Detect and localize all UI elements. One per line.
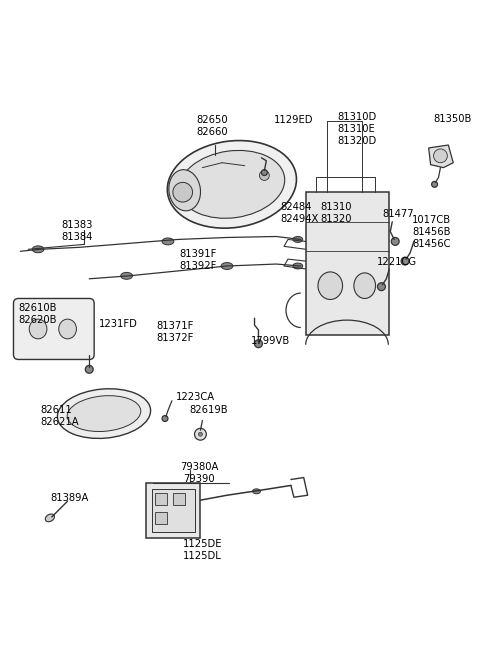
Ellipse shape (169, 170, 201, 211)
Ellipse shape (254, 340, 263, 348)
Ellipse shape (194, 428, 206, 440)
Ellipse shape (162, 238, 174, 245)
Ellipse shape (391, 238, 399, 246)
Text: 1799VB: 1799VB (251, 336, 290, 346)
Ellipse shape (221, 263, 233, 269)
Ellipse shape (198, 432, 203, 436)
Ellipse shape (179, 151, 285, 218)
Bar (146, 483, 201, 538)
Ellipse shape (45, 514, 55, 522)
Text: 79380A
79390: 79380A 79390 (180, 462, 218, 484)
Ellipse shape (168, 141, 297, 228)
Ellipse shape (401, 257, 409, 265)
Ellipse shape (67, 396, 141, 432)
Text: 1125DE
1125DL: 1125DE 1125DL (182, 538, 222, 561)
Text: 1221CG: 1221CG (376, 257, 417, 267)
Ellipse shape (433, 149, 447, 162)
Ellipse shape (252, 489, 261, 494)
Text: 81310D
81310E
81320D: 81310D 81310E 81320D (337, 111, 376, 145)
Text: 82610B
82620B: 82610B 82620B (18, 303, 57, 326)
Text: 82650
82660: 82650 82660 (196, 115, 228, 138)
Text: 82611
82621A: 82611 82621A (40, 405, 79, 426)
Ellipse shape (85, 365, 93, 373)
Ellipse shape (318, 272, 343, 299)
Ellipse shape (173, 182, 192, 202)
Ellipse shape (293, 236, 303, 242)
Bar (152, 489, 194, 532)
Ellipse shape (32, 246, 44, 253)
Bar (173, 493, 185, 505)
Ellipse shape (377, 283, 385, 291)
Ellipse shape (29, 319, 47, 339)
Text: 1223CA: 1223CA (176, 392, 215, 402)
Ellipse shape (354, 273, 375, 299)
Ellipse shape (162, 415, 168, 421)
Text: 82619B: 82619B (190, 405, 228, 415)
Text: 81389A: 81389A (50, 493, 88, 503)
Ellipse shape (293, 263, 303, 269)
Text: 1231FD: 1231FD (99, 319, 138, 329)
Polygon shape (429, 145, 453, 168)
Bar (155, 512, 167, 524)
Ellipse shape (260, 170, 269, 180)
Text: 1017CB
81456B
81456C: 1017CB 81456B 81456C (412, 215, 451, 249)
Ellipse shape (432, 181, 437, 187)
Text: 1129ED: 1129ED (274, 115, 314, 126)
Text: 81350B: 81350B (433, 113, 472, 124)
Ellipse shape (58, 389, 151, 438)
Text: 81371F
81372F: 81371F 81372F (156, 321, 193, 343)
Text: 81383
81384: 81383 81384 (62, 220, 93, 242)
Ellipse shape (59, 319, 76, 339)
Text: 81477: 81477 (383, 209, 414, 219)
Ellipse shape (121, 272, 132, 279)
FancyBboxPatch shape (13, 299, 94, 360)
Text: 81391F
81392F: 81391F 81392F (180, 250, 217, 271)
Ellipse shape (262, 170, 267, 176)
Bar (155, 493, 167, 505)
Bar (306, 192, 389, 335)
Text: 81310
81320: 81310 81320 (321, 202, 352, 224)
Text: 82484
82494X: 82484 82494X (280, 202, 318, 224)
